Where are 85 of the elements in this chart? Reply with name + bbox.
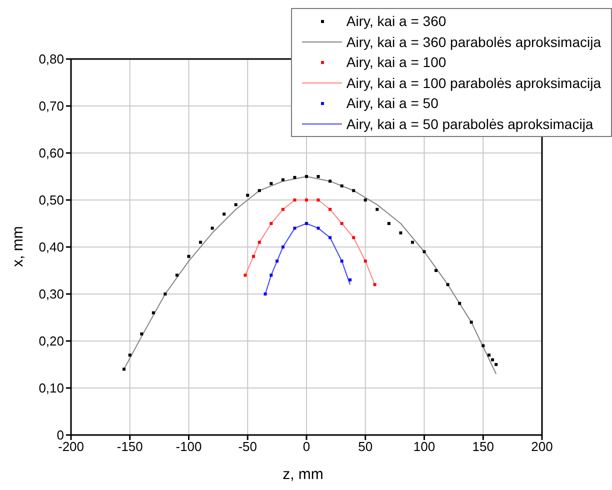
- point: [264, 292, 267, 296]
- point: [328, 180, 332, 183]
- y-tick-label: 0,10: [38, 380, 64, 396]
- point: [152, 311, 155, 314]
- y-tick-label: 0,70: [38, 98, 64, 114]
- point: [328, 236, 332, 240]
- line-series: [264, 223, 351, 294]
- point: [122, 368, 126, 371]
- point: [422, 250, 426, 254]
- point: [164, 292, 167, 296]
- point: [305, 222, 308, 225]
- point: [270, 274, 273, 277]
- point: [246, 194, 250, 197]
- point: [340, 222, 344, 225]
- x-tick-label: 200: [531, 439, 553, 454]
- y-axis-title: x, mm: [10, 225, 26, 269]
- point: [128, 354, 132, 357]
- line-series: [123, 176, 497, 374]
- legend-label: Airy, kai a = 360 parabolės aproksimacija: [346, 32, 601, 52]
- y-tick-label: 0,40: [38, 240, 64, 255]
- point: [175, 274, 178, 277]
- point: [281, 246, 284, 248]
- x-tick-label: 100: [413, 439, 436, 454]
- legend-label: Airy, kai a = 50 parabolės aproksimacija: [346, 114, 594, 134]
- x-tick-label: -100: [176, 439, 202, 454]
- point: [340, 260, 344, 263]
- point: [491, 358, 494, 362]
- x-tick-label: -50: [238, 439, 258, 454]
- x-tick-label: 150: [472, 439, 494, 454]
- point: [305, 175, 308, 178]
- point: [316, 226, 320, 230]
- point: [364, 260, 367, 263]
- point: [293, 198, 296, 202]
- point: [258, 189, 261, 192]
- point: [340, 184, 344, 188]
- point: [252, 254, 256, 258]
- point: [234, 203, 238, 206]
- point: [244, 274, 247, 277]
- point: [399, 231, 402, 234]
- y-tick-label: 0,20: [38, 334, 64, 349]
- point: [293, 176, 296, 179]
- point: [270, 182, 273, 186]
- point: [482, 344, 485, 348]
- point: [494, 363, 498, 366]
- x-tick-label: 50: [358, 439, 373, 454]
- x-tick-label: -150: [116, 439, 143, 454]
- point: [187, 254, 190, 258]
- point: [305, 198, 308, 202]
- point: [281, 178, 284, 182]
- point: [364, 198, 367, 202]
- point: [270, 222, 273, 225]
- legend-label: Airy, kai a = 100: [346, 53, 446, 72]
- x-tick-label: 0: [302, 439, 310, 454]
- point: [410, 240, 414, 244]
- point: [328, 208, 332, 211]
- x-axis-title: z, mm: [282, 466, 324, 483]
- point: [210, 226, 214, 230]
- point: [470, 320, 473, 324]
- y-tick-label: 0,80: [38, 52, 64, 67]
- line-series: [244, 200, 376, 286]
- point: [373, 283, 376, 286]
- legend-label: Airy, kai a = 50: [346, 94, 438, 113]
- point: [222, 212, 226, 216]
- point: [258, 240, 261, 244]
- point: [434, 269, 438, 272]
- point: [140, 332, 144, 336]
- point: [376, 208, 379, 211]
- point: [352, 236, 356, 240]
- point: [348, 278, 352, 282]
- point: [276, 260, 279, 263]
- y-tick-label: 0,60: [38, 146, 64, 161]
- point: [458, 302, 462, 305]
- point: [293, 226, 296, 230]
- legend-label: Airy, kai a = 360: [346, 12, 446, 31]
- legend-label: Airy, kai a = 100 parabolės aproksimacija: [346, 74, 601, 93]
- y-tick-label: 0,50: [38, 192, 64, 208]
- point: [316, 175, 320, 178]
- point: [352, 189, 356, 192]
- point: [316, 198, 320, 202]
- point: [199, 240, 202, 244]
- point: [446, 283, 450, 286]
- y-tick-label: 0,30: [38, 286, 64, 302]
- point: [488, 354, 491, 357]
- point: [387, 222, 390, 225]
- point: [281, 208, 284, 211]
